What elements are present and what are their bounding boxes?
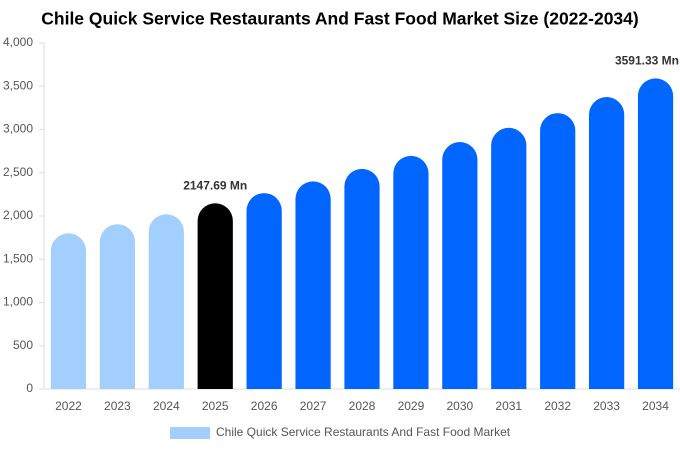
bar: [637, 78, 674, 389]
y-tick-label: 1,000: [3, 295, 33, 309]
x-tick-label: 2032: [544, 399, 571, 413]
x-tick-label: 2029: [398, 399, 425, 413]
bar: [99, 224, 135, 389]
y-tick-label: 500: [13, 338, 33, 352]
y-tick-label: 1,500: [3, 251, 33, 265]
value-label: 2147.69 Mn: [183, 178, 247, 192]
x-tick-label: 2028: [349, 399, 376, 413]
x-tick-label: 2026: [251, 399, 278, 413]
bar: [197, 203, 233, 389]
bar: [246, 193, 282, 389]
y-tick-label: 0: [26, 381, 33, 395]
y-tick-label: 2,000: [3, 208, 33, 222]
x-tick-label: 2027: [300, 399, 327, 413]
bar: [540, 113, 576, 389]
x-tick-label: 2023: [104, 399, 131, 413]
y-tick-label: 3,500: [3, 78, 33, 92]
bar: [344, 168, 380, 389]
bar: [148, 214, 184, 389]
bar: [50, 233, 87, 389]
x-tick-label: 2024: [153, 399, 180, 413]
bar: [491, 127, 527, 389]
y-tick-label: 3,000: [3, 122, 33, 136]
x-tick-label: 2022: [55, 399, 82, 413]
chart-title: Chile Quick Service Restaurants And Fast…: [41, 9, 638, 29]
y-tick-label: 4,000: [3, 35, 33, 49]
legend-swatch: [170, 427, 210, 439]
x-tick-label: 2031: [495, 399, 522, 413]
x-tick-label: 2025: [202, 399, 229, 413]
value-label: 3591.33 Mn: [615, 54, 679, 68]
x-tick-label: 2030: [446, 399, 473, 413]
bar: [393, 155, 429, 389]
x-tick-label: 2033: [593, 399, 620, 413]
bar: [295, 181, 331, 389]
bar: [442, 142, 478, 389]
bar: [589, 97, 625, 389]
y-tick-label: 2,500: [3, 165, 33, 179]
x-tick-label: 2034: [642, 399, 669, 413]
legend-label: Chile Quick Service Restaurants And Fast…: [216, 425, 511, 439]
